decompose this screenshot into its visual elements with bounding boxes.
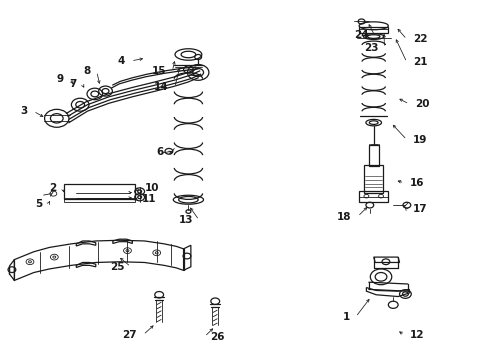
Text: 24: 24 [353, 31, 368, 40]
Text: 3: 3 [20, 106, 27, 116]
Text: 17: 17 [412, 204, 427, 215]
Bar [358, 192, 387, 202]
Text: 7: 7 [69, 79, 76, 89]
Text: 5: 5 [35, 199, 42, 210]
Text: 10: 10 [144, 183, 159, 193]
Bar [358, 27, 387, 33]
Bar [368, 145, 378, 166]
Text: 9: 9 [57, 73, 64, 84]
Text: 21: 21 [412, 57, 427, 67]
Text: 8: 8 [83, 66, 91, 76]
Text: 20: 20 [414, 99, 429, 109]
Text: 25: 25 [110, 262, 125, 272]
Text: 12: 12 [409, 330, 424, 340]
Text: 18: 18 [337, 212, 351, 221]
Text: 11: 11 [142, 194, 156, 204]
Text: 16: 16 [409, 178, 424, 188]
Text: 1: 1 [342, 312, 349, 322]
Text: 15: 15 [152, 66, 166, 76]
Text: 26: 26 [210, 332, 224, 342]
Text: 22: 22 [412, 35, 427, 44]
Text: 19: 19 [412, 135, 426, 145]
Text: 2: 2 [49, 183, 57, 193]
Text: 14: 14 [154, 82, 168, 93]
Text: 13: 13 [179, 215, 193, 225]
Text: 4: 4 [118, 56, 125, 66]
Text: 6: 6 [157, 147, 163, 157]
Bar [64, 198, 135, 202]
Text: 27: 27 [122, 330, 137, 340]
Text: 23: 23 [364, 43, 378, 53]
Bar [64, 184, 135, 199]
Bar [363, 165, 383, 193]
